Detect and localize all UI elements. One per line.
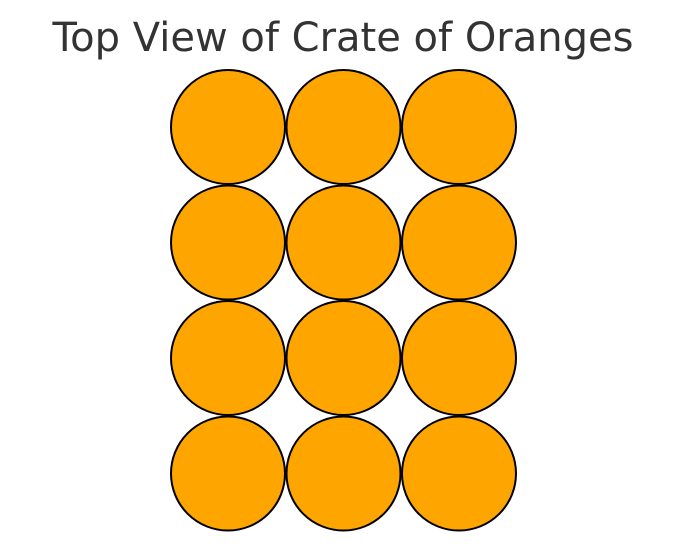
oranges-grid <box>170 69 517 532</box>
orange-r1-c2 <box>285 69 402 185</box>
diagram-title: Top View of Crate of Oranges <box>52 15 634 61</box>
orange-r4-c1 <box>170 415 286 532</box>
orange-r3-c3 <box>401 300 517 416</box>
orange-r1-c3 <box>401 69 517 185</box>
orange-r2-c3 <box>401 184 517 301</box>
orange-r3-c2 <box>285 300 402 416</box>
orange-r2-c1 <box>170 184 286 301</box>
orange-r4-c2 <box>285 415 402 532</box>
orange-r1-c1 <box>170 69 286 185</box>
orange-r2-c2 <box>285 184 402 301</box>
orange-r4-c3 <box>401 415 517 532</box>
orange-r3-c1 <box>170 300 286 416</box>
